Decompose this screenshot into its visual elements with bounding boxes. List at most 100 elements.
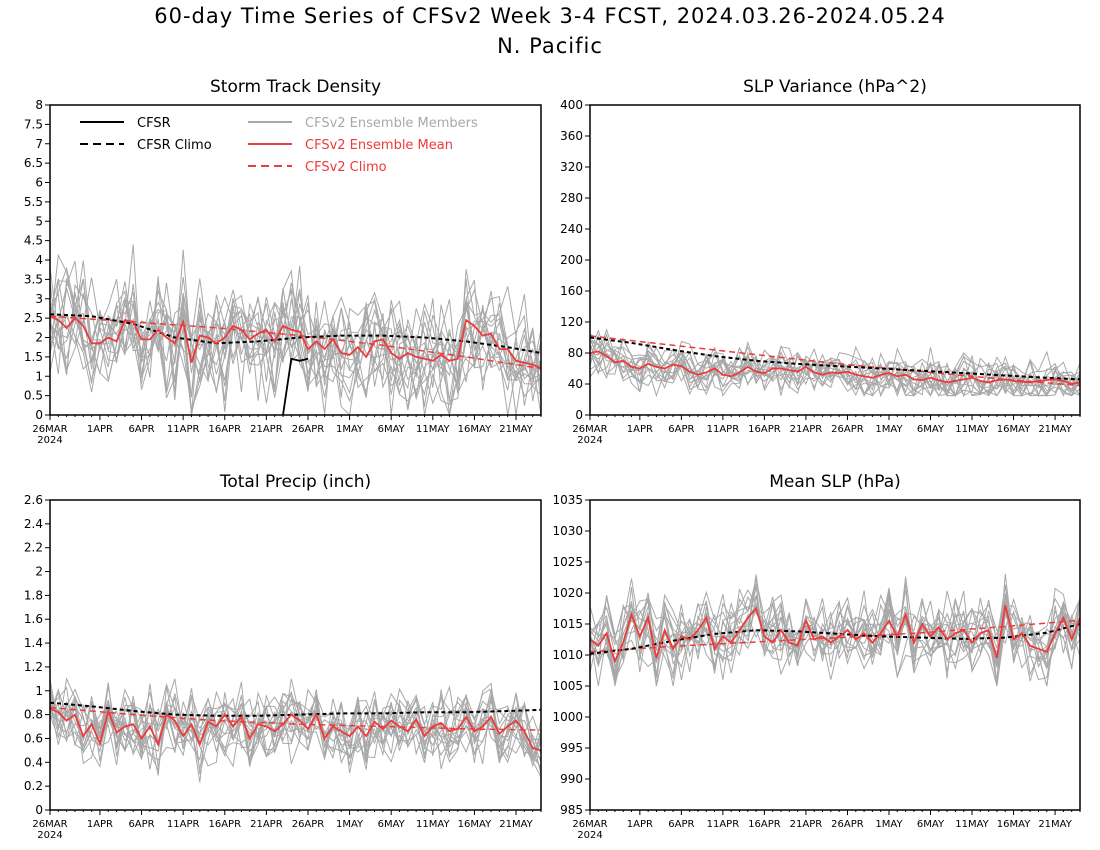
x-tick-label: 6MAY — [917, 819, 945, 830]
y-tick-label: 0 — [35, 803, 43, 817]
y-tick-label: 6 — [35, 176, 43, 190]
ensemble-mean-line — [590, 350, 1080, 385]
y-tick-label: 7.5 — [24, 117, 43, 131]
y-tick-label: 8 — [35, 98, 43, 112]
y-tick-label: 3 — [35, 292, 43, 306]
x-tick-label: 11APR — [707, 424, 740, 435]
ensemble-member-line — [50, 686, 541, 776]
x-tick-label: 21MAY — [1038, 819, 1072, 830]
y-tick-label: 4.5 — [24, 234, 43, 248]
x-tick-label: 6APR — [128, 819, 154, 830]
x-tick-label: 1APR — [87, 424, 113, 435]
y-tick-label: 1020 — [552, 586, 583, 600]
x-tick-label: 1MAY — [336, 819, 364, 830]
panel-4: Mean SLP (hPa) 985 990 995 1000 1005 1010 1015 1… — [552, 472, 1081, 841]
y-tick-label: 2.4 — [24, 517, 43, 531]
panel-title: Mean SLP (hPa) — [769, 472, 901, 492]
ensemble-member-line — [590, 333, 1080, 397]
x-tick-label: 1APR — [627, 424, 653, 435]
ensemble-member-line — [590, 579, 1080, 687]
panel-title: Storm Track Density — [210, 77, 381, 97]
x-year-label: 2024 — [37, 830, 62, 841]
y-tick-label: 40 — [568, 377, 583, 391]
y-tick-label: 0.6 — [24, 731, 43, 745]
x-tick-label: 26APR — [831, 424, 864, 435]
x-tick-label: 11APR — [167, 819, 200, 830]
x-tick-label: 6MAY — [917, 424, 945, 435]
x-tick-label: 21APR — [790, 424, 823, 435]
ensemble-member-line — [50, 278, 541, 401]
y-tick-label: 3.5 — [24, 272, 43, 286]
x-tick-label: 16MAY — [458, 424, 492, 435]
figure-region: N. Pacific — [497, 34, 603, 58]
legend: CFSR CFSR Climo CFSv2 Ensemble Members CFSv… — [80, 116, 478, 175]
x-tick-label: 21APR — [790, 819, 823, 830]
y-tick-label: 7 — [35, 137, 43, 151]
ensemble-member-line — [50, 685, 541, 766]
y-tick-label: 1 — [35, 369, 43, 383]
ensemble-member-line — [50, 279, 541, 415]
cfsr-climo-line — [50, 701, 541, 717]
cfsv2-climo-line — [590, 335, 1080, 387]
y-tick-label: 2 — [35, 331, 43, 345]
plot-area — [50, 677, 541, 783]
x-year-label: 2024 — [577, 435, 602, 446]
ensemble-member-line — [50, 269, 541, 415]
ensemble-member-line — [50, 682, 541, 770]
y-tick-label: 1.5 — [24, 350, 43, 364]
x-tick-label: 6MAY — [378, 424, 406, 435]
y-tick-label: 80 — [568, 346, 583, 360]
y-tick-label: 0.2 — [24, 779, 43, 793]
y-tick-label: 1030 — [552, 524, 583, 538]
plot-frame — [49, 104, 542, 416]
y-tick-label: 0.4 — [24, 755, 43, 769]
plot-frame — [49, 499, 542, 811]
y-tick-label: 2.2 — [24, 541, 43, 555]
x-tick-label: 21MAY — [499, 424, 533, 435]
y-tick-label: 160 — [560, 284, 583, 298]
x-tick-label: 11APR — [167, 424, 200, 435]
cfsr-line — [282, 357, 309, 415]
y-tick-label: 4 — [35, 253, 43, 267]
x-tick-label: 16APR — [748, 819, 781, 830]
y-tick-label: 1.8 — [24, 588, 43, 602]
plot-area — [50, 244, 541, 415]
x-tick-label: 21APR — [250, 819, 283, 830]
x-tick-label: 6APR — [668, 819, 694, 830]
panel-1: Storm Track Density 0 0.5 1 1.5 2 2.5 3 3.5 4 4.5 5… — [24, 77, 542, 446]
x-tick-label: 1MAY — [875, 819, 903, 830]
ensemble-member-line — [50, 688, 541, 770]
y-tick-label: 985 — [560, 803, 583, 817]
x-tick-label: 1MAY — [875, 424, 903, 435]
ensemble-member-line — [590, 338, 1080, 397]
y-tick-label: 995 — [560, 741, 583, 755]
x-tick-label: 11MAY — [955, 424, 989, 435]
ensemble-member-line — [50, 249, 541, 403]
y-tick-label: 0.5 — [24, 389, 43, 403]
x-tick-label: 26APR — [292, 424, 325, 435]
y-tick-label: 1025 — [552, 555, 583, 569]
x-year-label: 2024 — [37, 435, 62, 446]
ensemble-member-line — [50, 692, 541, 768]
cfsv2-climo-line — [590, 619, 1080, 653]
x-tick-label: 26MAR — [32, 424, 67, 435]
y-tick-label: 240 — [560, 222, 583, 236]
y-tick-label: 2.5 — [24, 311, 43, 325]
x-tick-label: 16MAY — [458, 819, 492, 830]
x-tick-label: 1MAY — [336, 424, 364, 435]
x-tick-label: 11MAY — [416, 819, 450, 830]
ensemble-member-line — [590, 343, 1080, 398]
legend-cfsr-label: CFSR — [137, 116, 171, 131]
y-tick-label: 200 — [560, 253, 583, 267]
y-tick-label: 1.2 — [24, 660, 43, 674]
x-tick-label: 26APR — [831, 819, 864, 830]
panel-3: Total Precip (inch) 0 0.2 0.4 0.6 0.8 1 1.2 1.4 1… — [24, 472, 542, 841]
ensemble-mean-line — [50, 315, 541, 370]
x-tick-label: 16APR — [208, 424, 241, 435]
ensemble-member-line — [50, 678, 541, 767]
x-tick-label: 1APR — [87, 819, 113, 830]
legend-members-label: CFSv2 Ensemble Members — [305, 116, 478, 131]
panel-2: SLP Variance (hPa^2) 0 40 80 120 160 200 240 280… — [560, 77, 1081, 446]
y-tick-label: 1015 — [552, 617, 583, 631]
